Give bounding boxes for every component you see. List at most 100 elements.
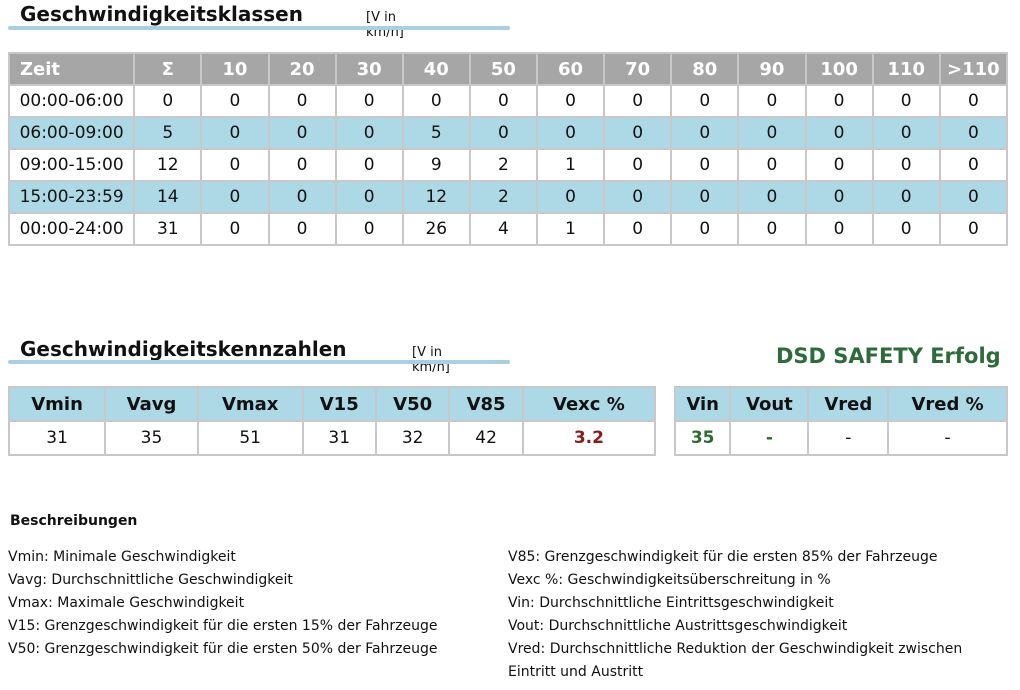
count-cell: 0 <box>804 212 874 246</box>
count-cell: 12 <box>401 180 471 214</box>
count-cell: 2 <box>468 180 539 214</box>
count-cell: 0 <box>603 84 673 118</box>
dsd-header-cell: Vout <box>729 386 810 422</box>
dsd-value-cell: - <box>807 420 890 456</box>
count-cell: 0 <box>535 116 606 150</box>
speed-classes-title: Geschwindigkeitsklassen <box>20 2 303 26</box>
count-cell: 0 <box>804 180 874 214</box>
dsd-safety-header-row: Vin Vout Vred Vred % <box>673 386 1008 422</box>
count-cell: 0 <box>535 180 606 214</box>
count-cell: 0 <box>670 116 740 150</box>
speed-classes-header-cell: 50 <box>468 52 539 86</box>
description-item: V50: Grenzgeschwindigkeit für die ersten… <box>8 641 438 657</box>
count-cell: 0 <box>200 84 270 118</box>
speed-classes-header-cell: Zeit <box>7 52 136 86</box>
count-cell: 0 <box>200 116 270 150</box>
count-cell: 0 <box>938 148 1009 182</box>
key-figure-value-cell: 3.2 <box>521 420 657 456</box>
speed-classes-header-cell: 10 <box>200 52 270 86</box>
count-cell: 0 <box>871 116 941 150</box>
key-figure-header-cell: Vexc % <box>521 386 657 422</box>
speed-classes-header-cell: Σ <box>133 52 203 86</box>
dsd-header-cell: Vred % <box>887 386 1008 422</box>
table-row: 00:00-06:00 0 0 0 0 0 0 0 0 0 0 0 0 0 <box>7 84 1009 118</box>
count-cell: 0 <box>938 116 1009 150</box>
table-row: 15:00-23:59 14 0 0 0 12 2 0 0 0 0 0 0 0 <box>7 180 1009 214</box>
count-cell: 1 <box>535 212 606 246</box>
speed-classes-header-cell: 90 <box>737 52 807 86</box>
table-row: 09:00-15:00 12 0 0 0 9 2 1 0 0 0 0 0 0 <box>7 148 1009 182</box>
count-cell: 0 <box>603 180 673 214</box>
speed-classes-header-cell: 80 <box>670 52 740 86</box>
count-cell: 0 <box>670 212 740 246</box>
speed-classes-header-cell: 100 <box>804 52 874 86</box>
count-cell: 2 <box>468 148 539 182</box>
dsd-value-cell: 35 <box>673 420 732 456</box>
speed-classes-heading: Geschwindigkeitsklassen [V in km/h] <box>8 2 404 40</box>
key-figure-header-cell: Vmin <box>7 386 107 422</box>
description-item: V15: Grenzgeschwindigkeit für die ersten… <box>8 618 438 634</box>
descriptions-right-column: V85: Grenzgeschwindigkeit für die ersten… <box>508 546 978 684</box>
key-figure-value-cell: 51 <box>196 420 304 456</box>
count-cell: 0 <box>535 84 606 118</box>
count-cell: 5 <box>133 116 203 150</box>
dsd-value-cell: - <box>887 420 1008 456</box>
count-cell: 14 <box>133 180 203 214</box>
key-figures-title: Geschwindigkeitskennzahlen <box>20 337 347 361</box>
count-cell: 0 <box>603 148 673 182</box>
count-cell: 9 <box>401 148 471 182</box>
description-item: V85: Grenzgeschwindigkeit für die ersten… <box>508 549 938 565</box>
key-figure-header-cell: Vmax <box>196 386 304 422</box>
key-figures-header-row: Vmin Vavg Vmax V15 V50 V85 Vexc % <box>7 386 657 422</box>
key-figure-value-cell: 42 <box>448 420 524 456</box>
count-cell: 0 <box>737 180 807 214</box>
count-cell: 0 <box>468 84 539 118</box>
count-cell: 0 <box>804 84 874 118</box>
key-figure-header-cell: Vavg <box>104 386 199 422</box>
count-cell: 4 <box>468 212 539 246</box>
count-cell: 0 <box>401 84 471 118</box>
descriptions-left-column: Vmin: Minimale Geschwindigkeit Vavg: Durc… <box>8 546 438 661</box>
time-range-cell: 06:00-09:00 <box>7 116 136 150</box>
count-cell: 0 <box>871 180 941 214</box>
count-cell: 0 <box>334 84 404 118</box>
count-cell: 12 <box>133 148 203 182</box>
count-cell: 0 <box>737 212 807 246</box>
count-cell: 0 <box>200 212 270 246</box>
count-cell: 0 <box>871 84 941 118</box>
count-cell: 0 <box>938 180 1009 214</box>
dsd-value-cell: - <box>729 420 810 456</box>
key-figure-value-cell: 31 <box>301 420 377 456</box>
speed-classes-header-cell: 30 <box>334 52 404 86</box>
time-range-cell: 00:00-24:00 <box>7 212 136 246</box>
count-cell: 0 <box>334 180 404 214</box>
speed-classes-header-cell: >110 <box>938 52 1009 86</box>
key-figures-value-row: 31 35 51 31 32 42 3.2 <box>7 420 657 456</box>
count-cell: 0 <box>267 148 337 182</box>
speed-classes-underline <box>8 26 510 30</box>
speed-classes-header-cell: 70 <box>603 52 673 86</box>
descriptions-heading: Beschreibungen <box>10 513 138 529</box>
count-cell: 0 <box>133 84 203 118</box>
dsd-safety-label: DSD SAFETY Erfolg <box>776 344 1001 368</box>
key-figure-header-cell: V15 <box>301 386 377 422</box>
description-item: Vmax: Maximale Geschwindigkeit <box>8 595 245 611</box>
table-row: 00:00-24:00 31 0 0 0 26 4 1 0 0 0 0 0 0 <box>7 212 1009 246</box>
key-figures-table: Vmin Vavg Vmax V15 V50 V85 Vexc % 31 35 51 31 32 42… <box>7 386 657 456</box>
count-cell: 0 <box>334 148 404 182</box>
count-cell: 0 <box>670 180 740 214</box>
key-figure-header-cell: V50 <box>374 386 451 422</box>
count-cell: 0 <box>804 148 874 182</box>
time-range-cell: 09:00-15:00 <box>7 148 136 182</box>
description-item: Vout: Durchschnittliche Austrittsgeschwi… <box>508 618 848 634</box>
count-cell: 1 <box>535 148 606 182</box>
count-cell: 0 <box>670 148 740 182</box>
key-figure-value-cell: 35 <box>104 420 199 456</box>
speed-classes-header-cell: 40 <box>401 52 471 86</box>
count-cell: 26 <box>401 212 471 246</box>
speed-classes-header-cell: 110 <box>871 52 941 86</box>
count-cell: 0 <box>267 116 337 150</box>
description-item: Vexc %: Geschwindigkeitsüberschreitung i… <box>508 572 831 588</box>
count-cell: 0 <box>603 212 673 246</box>
count-cell: 0 <box>267 84 337 118</box>
